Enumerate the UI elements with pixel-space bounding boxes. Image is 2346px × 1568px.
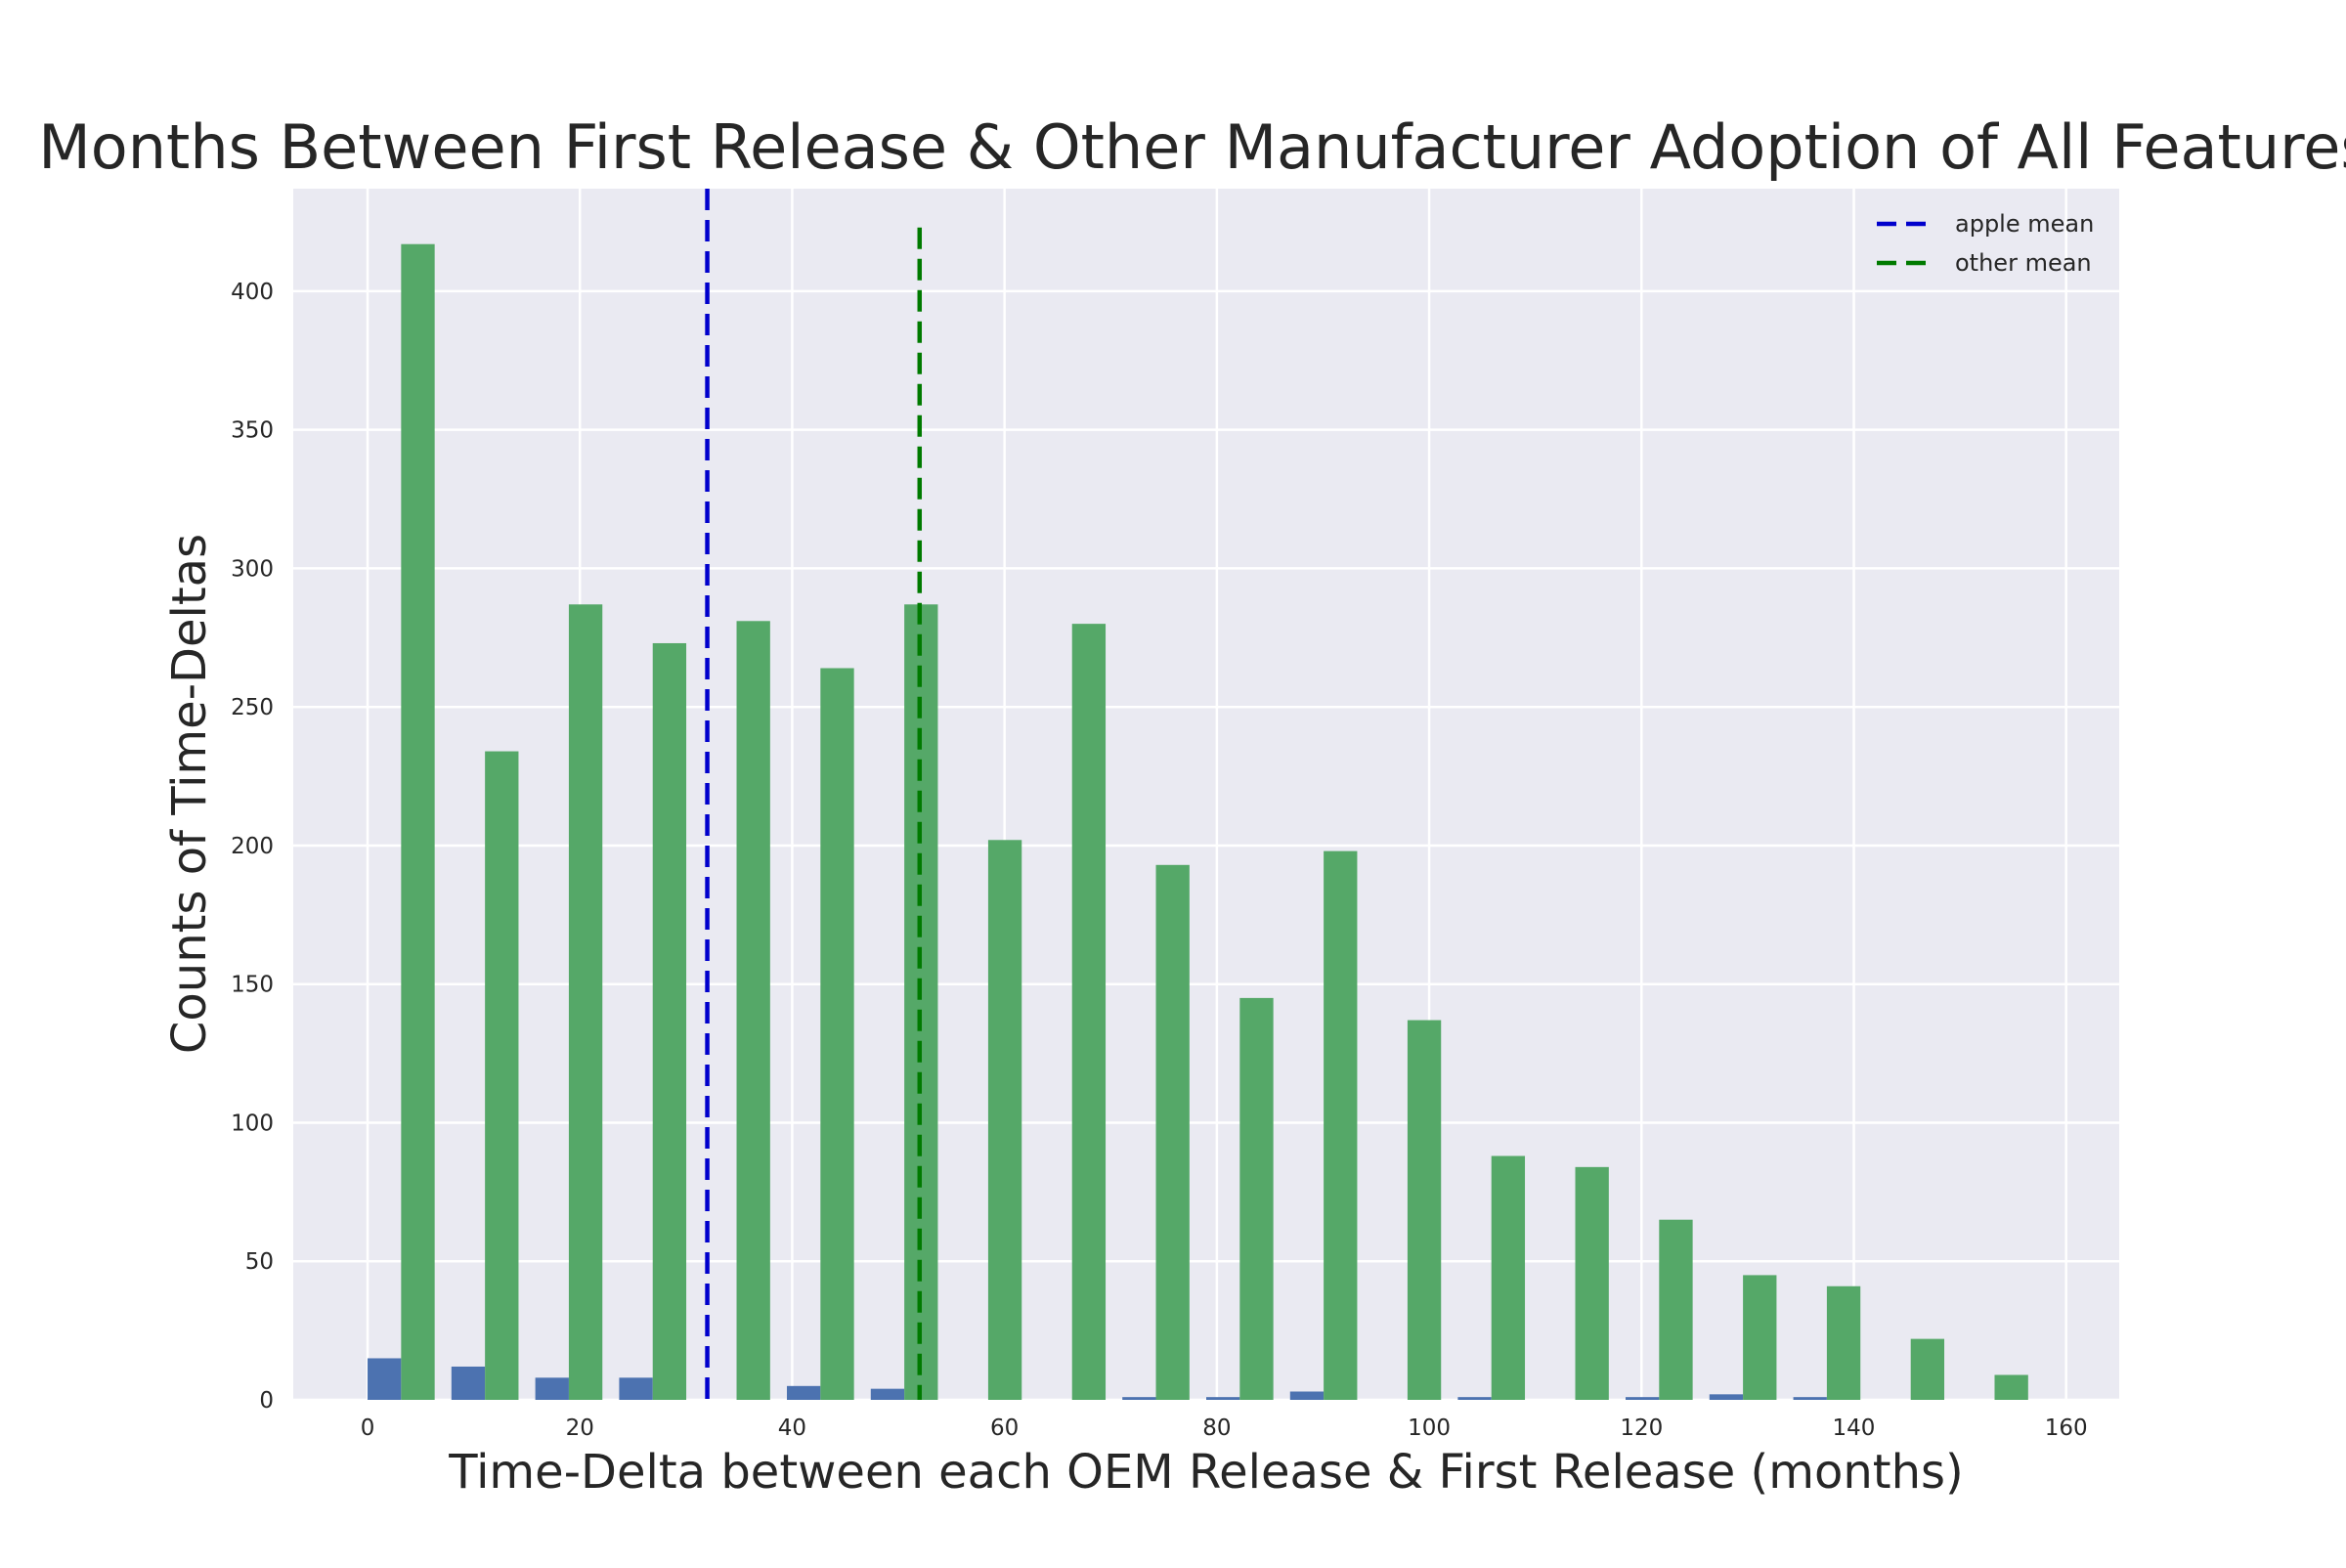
bar-apple [535, 1377, 569, 1400]
bar-other [1407, 1020, 1442, 1400]
bar-other [568, 604, 603, 1400]
y-tick-label: 150 [231, 973, 274, 998]
chart-title: Months Between First Release & Other Man… [38, 111, 2346, 183]
bar-apple [1122, 1397, 1156, 1400]
bar-other [1239, 997, 1274, 1400]
bar-apple [1206, 1397, 1240, 1400]
bar-apple [619, 1377, 653, 1400]
bar-apple [1457, 1397, 1492, 1400]
bar-other [1324, 850, 1358, 1400]
legend-label: other mean [1955, 249, 2092, 277]
bar-apple [1625, 1397, 1660, 1400]
bar-other [1826, 1285, 1861, 1400]
bar-apple [368, 1358, 402, 1400]
bar-other [652, 642, 687, 1400]
bar-apple [1289, 1391, 1325, 1400]
bar-other [1994, 1374, 2028, 1400]
bar-apple [1709, 1394, 1744, 1400]
y-tick-label: 400 [231, 280, 274, 305]
bar-other [401, 243, 435, 1400]
x-axis-label: Time-Delta between each OEM Release & Fi… [448, 1445, 1964, 1500]
bar-other [1910, 1338, 1945, 1400]
bar-other [1155, 864, 1190, 1400]
y-tick-label: 100 [231, 1111, 274, 1136]
legend: apple mean other mean [1877, 210, 2094, 277]
bar-other [1659, 1219, 1693, 1400]
y-tick-labels: 0 50 100 150 200 250 300 350 400 [231, 280, 274, 1414]
x-tick-label: 160 [2045, 1416, 2088, 1441]
bar-other [485, 751, 519, 1400]
y-tick-label: 0 [259, 1388, 274, 1414]
x-tick-label: 140 [1833, 1416, 1876, 1441]
bar-apple [787, 1385, 821, 1400]
x-tick-label: 20 [566, 1416, 594, 1441]
y-tick-label: 250 [231, 695, 274, 720]
mean-lines [705, 189, 923, 1400]
y-tick-label: 50 [245, 1249, 274, 1275]
x-tick-labels: 0 20 40 60 80 100 120 140 160 [361, 1416, 2088, 1441]
bar-other [1071, 624, 1107, 1400]
bar-other [1743, 1275, 1777, 1400]
x-tick-label: 80 [1202, 1416, 1231, 1441]
y-tick-label: 350 [231, 418, 274, 444]
x-tick-label: 40 [778, 1416, 806, 1441]
bar-apple [1793, 1397, 1827, 1400]
x-tick-label: 60 [990, 1416, 1019, 1441]
bar-other [1575, 1166, 1609, 1400]
bar-other [987, 840, 1022, 1400]
bar-other [736, 621, 770, 1400]
bars [368, 243, 2028, 1400]
bar-apple [870, 1388, 905, 1400]
bar-other [820, 668, 854, 1400]
y-tick-label: 200 [231, 834, 274, 859]
plot-background [293, 189, 2119, 1400]
legend-label: apple mean [1955, 210, 2094, 238]
y-tick-label: 300 [231, 556, 274, 582]
bar-other [1491, 1155, 1526, 1400]
x-tick-label: 0 [361, 1416, 375, 1441]
y-axis-label: Counts of Time-Deltas [162, 534, 217, 1054]
bar-apple [451, 1366, 486, 1400]
x-tick-label: 120 [1620, 1416, 1663, 1441]
x-tick-label: 100 [1408, 1416, 1451, 1441]
